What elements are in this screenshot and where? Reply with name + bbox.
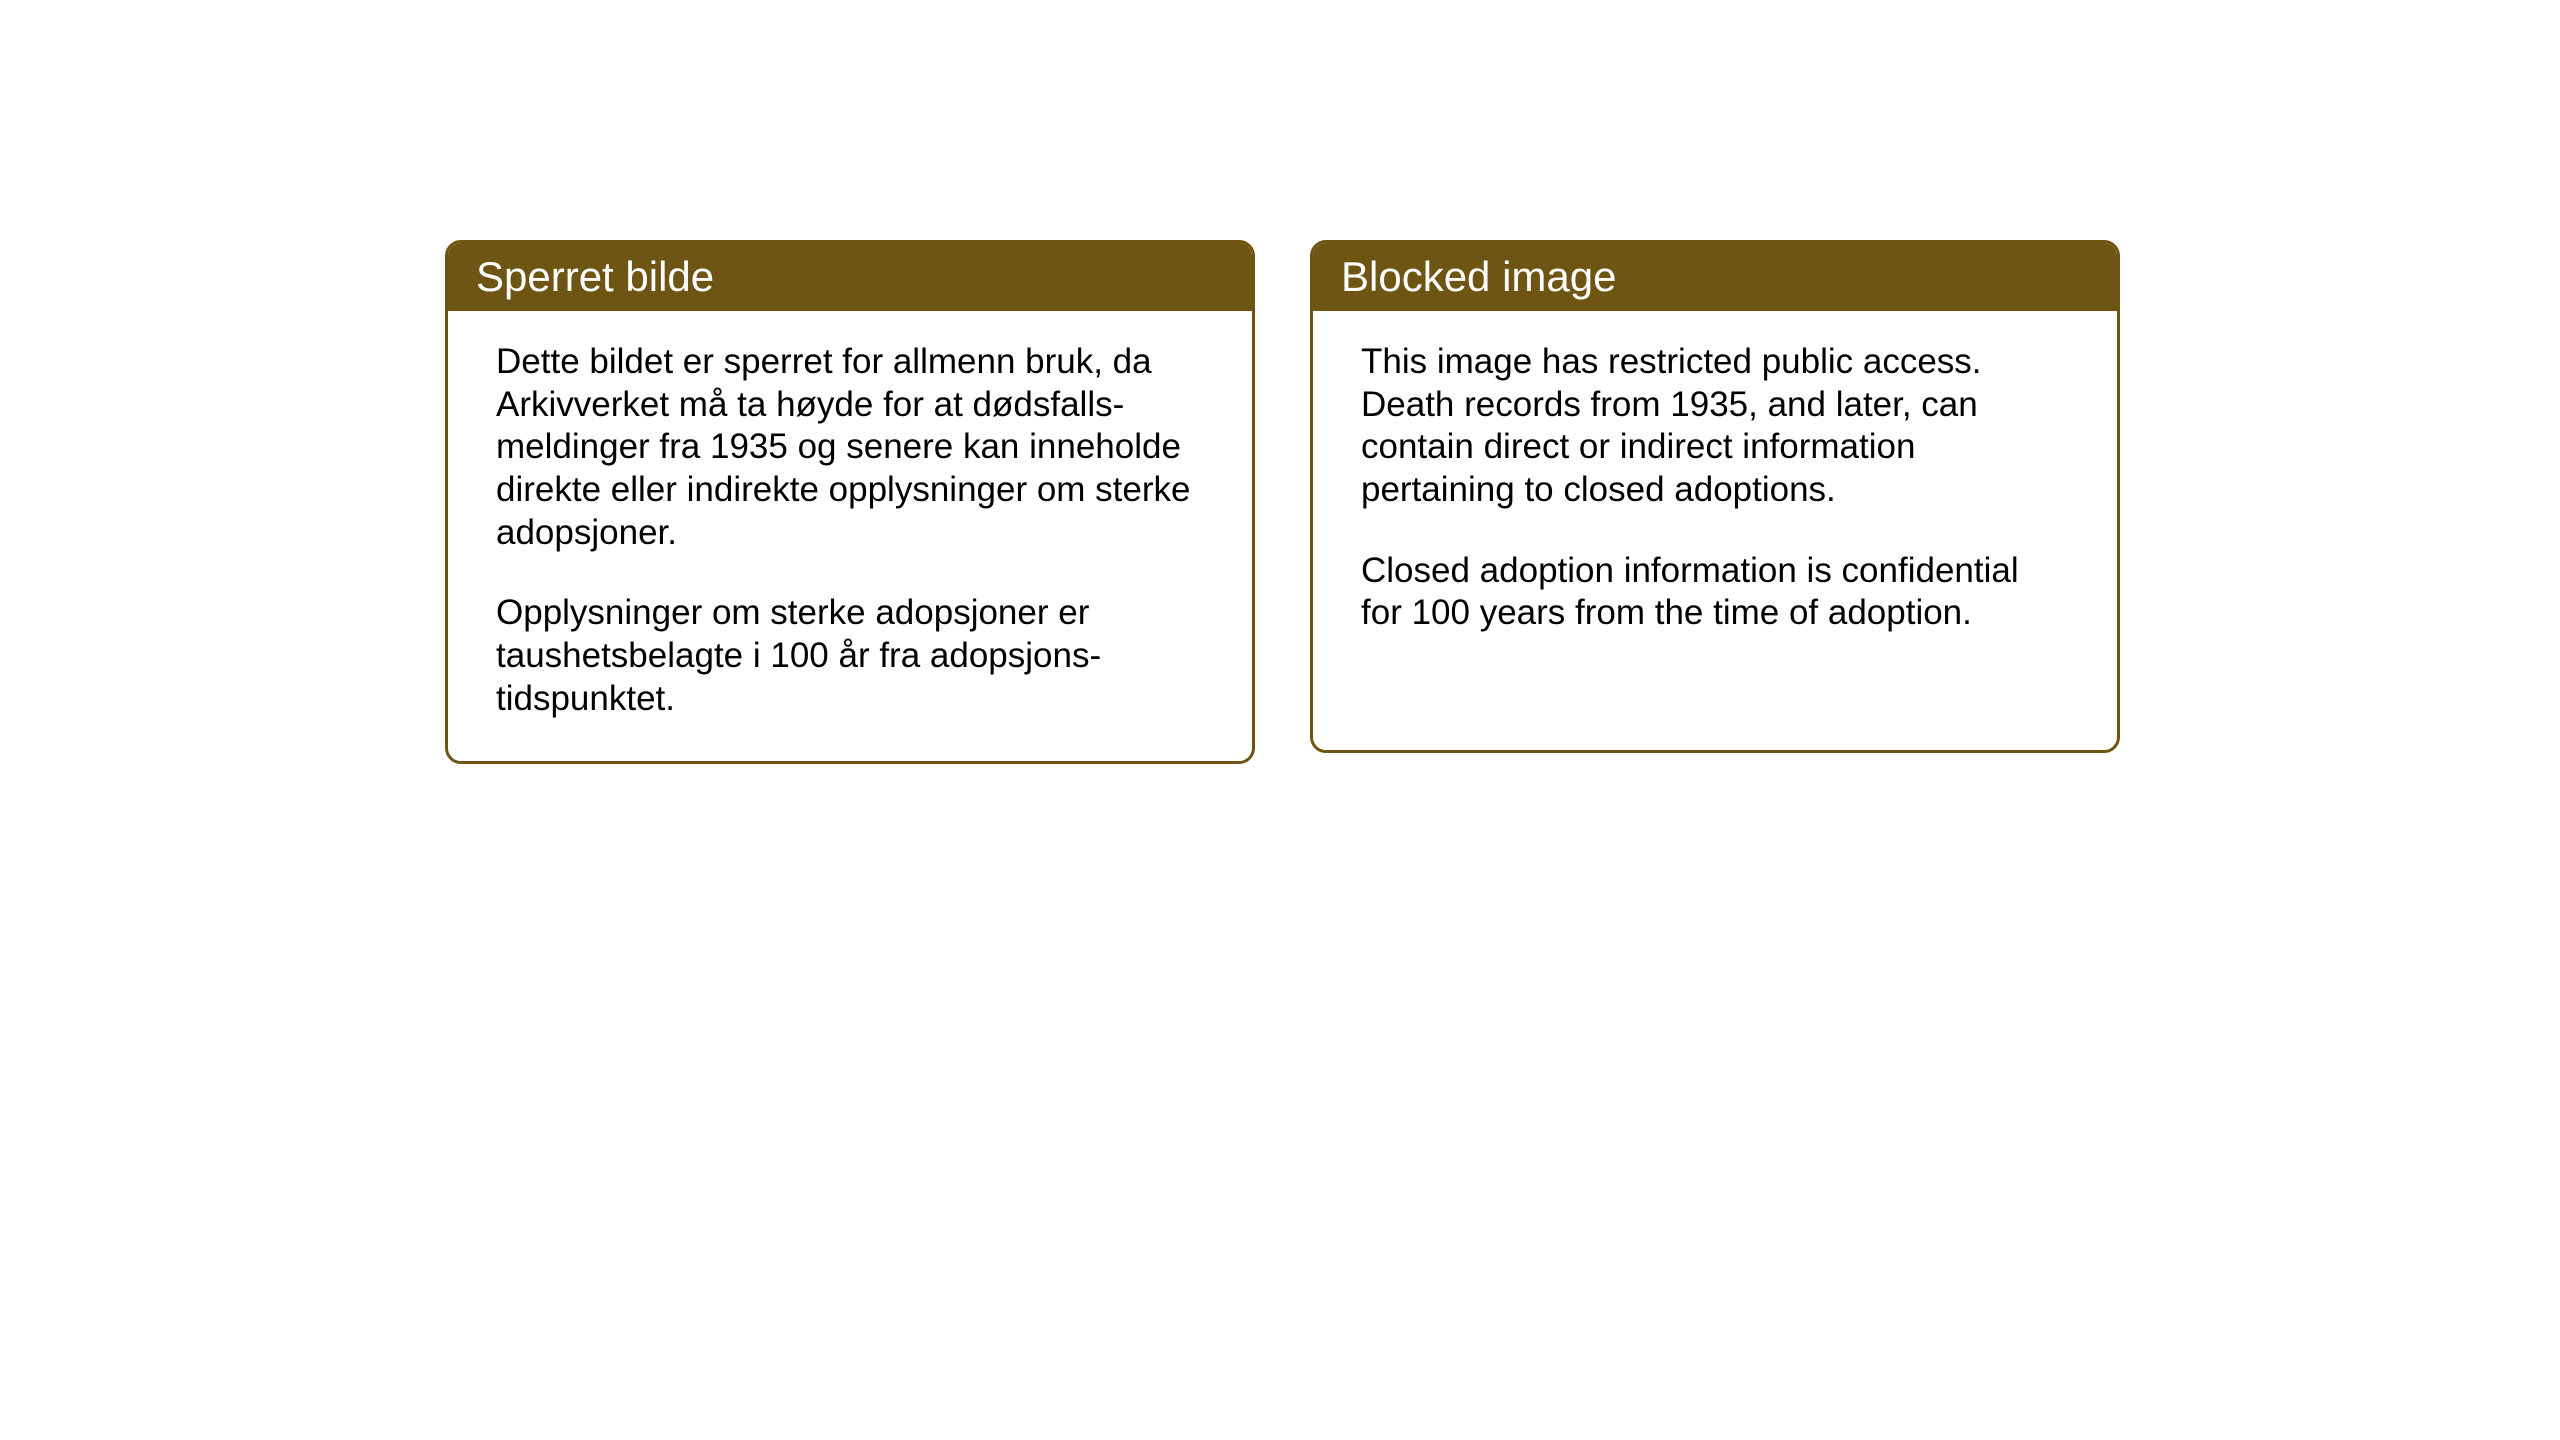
notice-para1-norwegian: Dette bildet er sperret for allmenn bruk…	[496, 341, 1204, 554]
notice-card-english: Blocked image This image has restricted …	[1310, 240, 2120, 753]
notice-header-english: Blocked image	[1313, 243, 2117, 311]
notice-title-english: Blocked image	[1341, 253, 1616, 300]
notice-body-norwegian: Dette bildet er sperret for allmenn bruk…	[448, 311, 1252, 761]
notice-para2-english: Closed adoption information is confident…	[1361, 550, 2069, 635]
notice-para1-english: This image has restricted public access.…	[1361, 341, 2069, 512]
notice-header-norwegian: Sperret bilde	[448, 243, 1252, 311]
notice-title-norwegian: Sperret bilde	[476, 253, 714, 300]
notice-para2-norwegian: Opplysninger om sterke adopsjoner er tau…	[496, 592, 1204, 720]
notice-card-norwegian: Sperret bilde Dette bildet er sperret fo…	[445, 240, 1255, 764]
notice-body-english: This image has restricted public access.…	[1313, 311, 2117, 675]
notice-container: Sperret bilde Dette bildet er sperret fo…	[445, 240, 2120, 764]
